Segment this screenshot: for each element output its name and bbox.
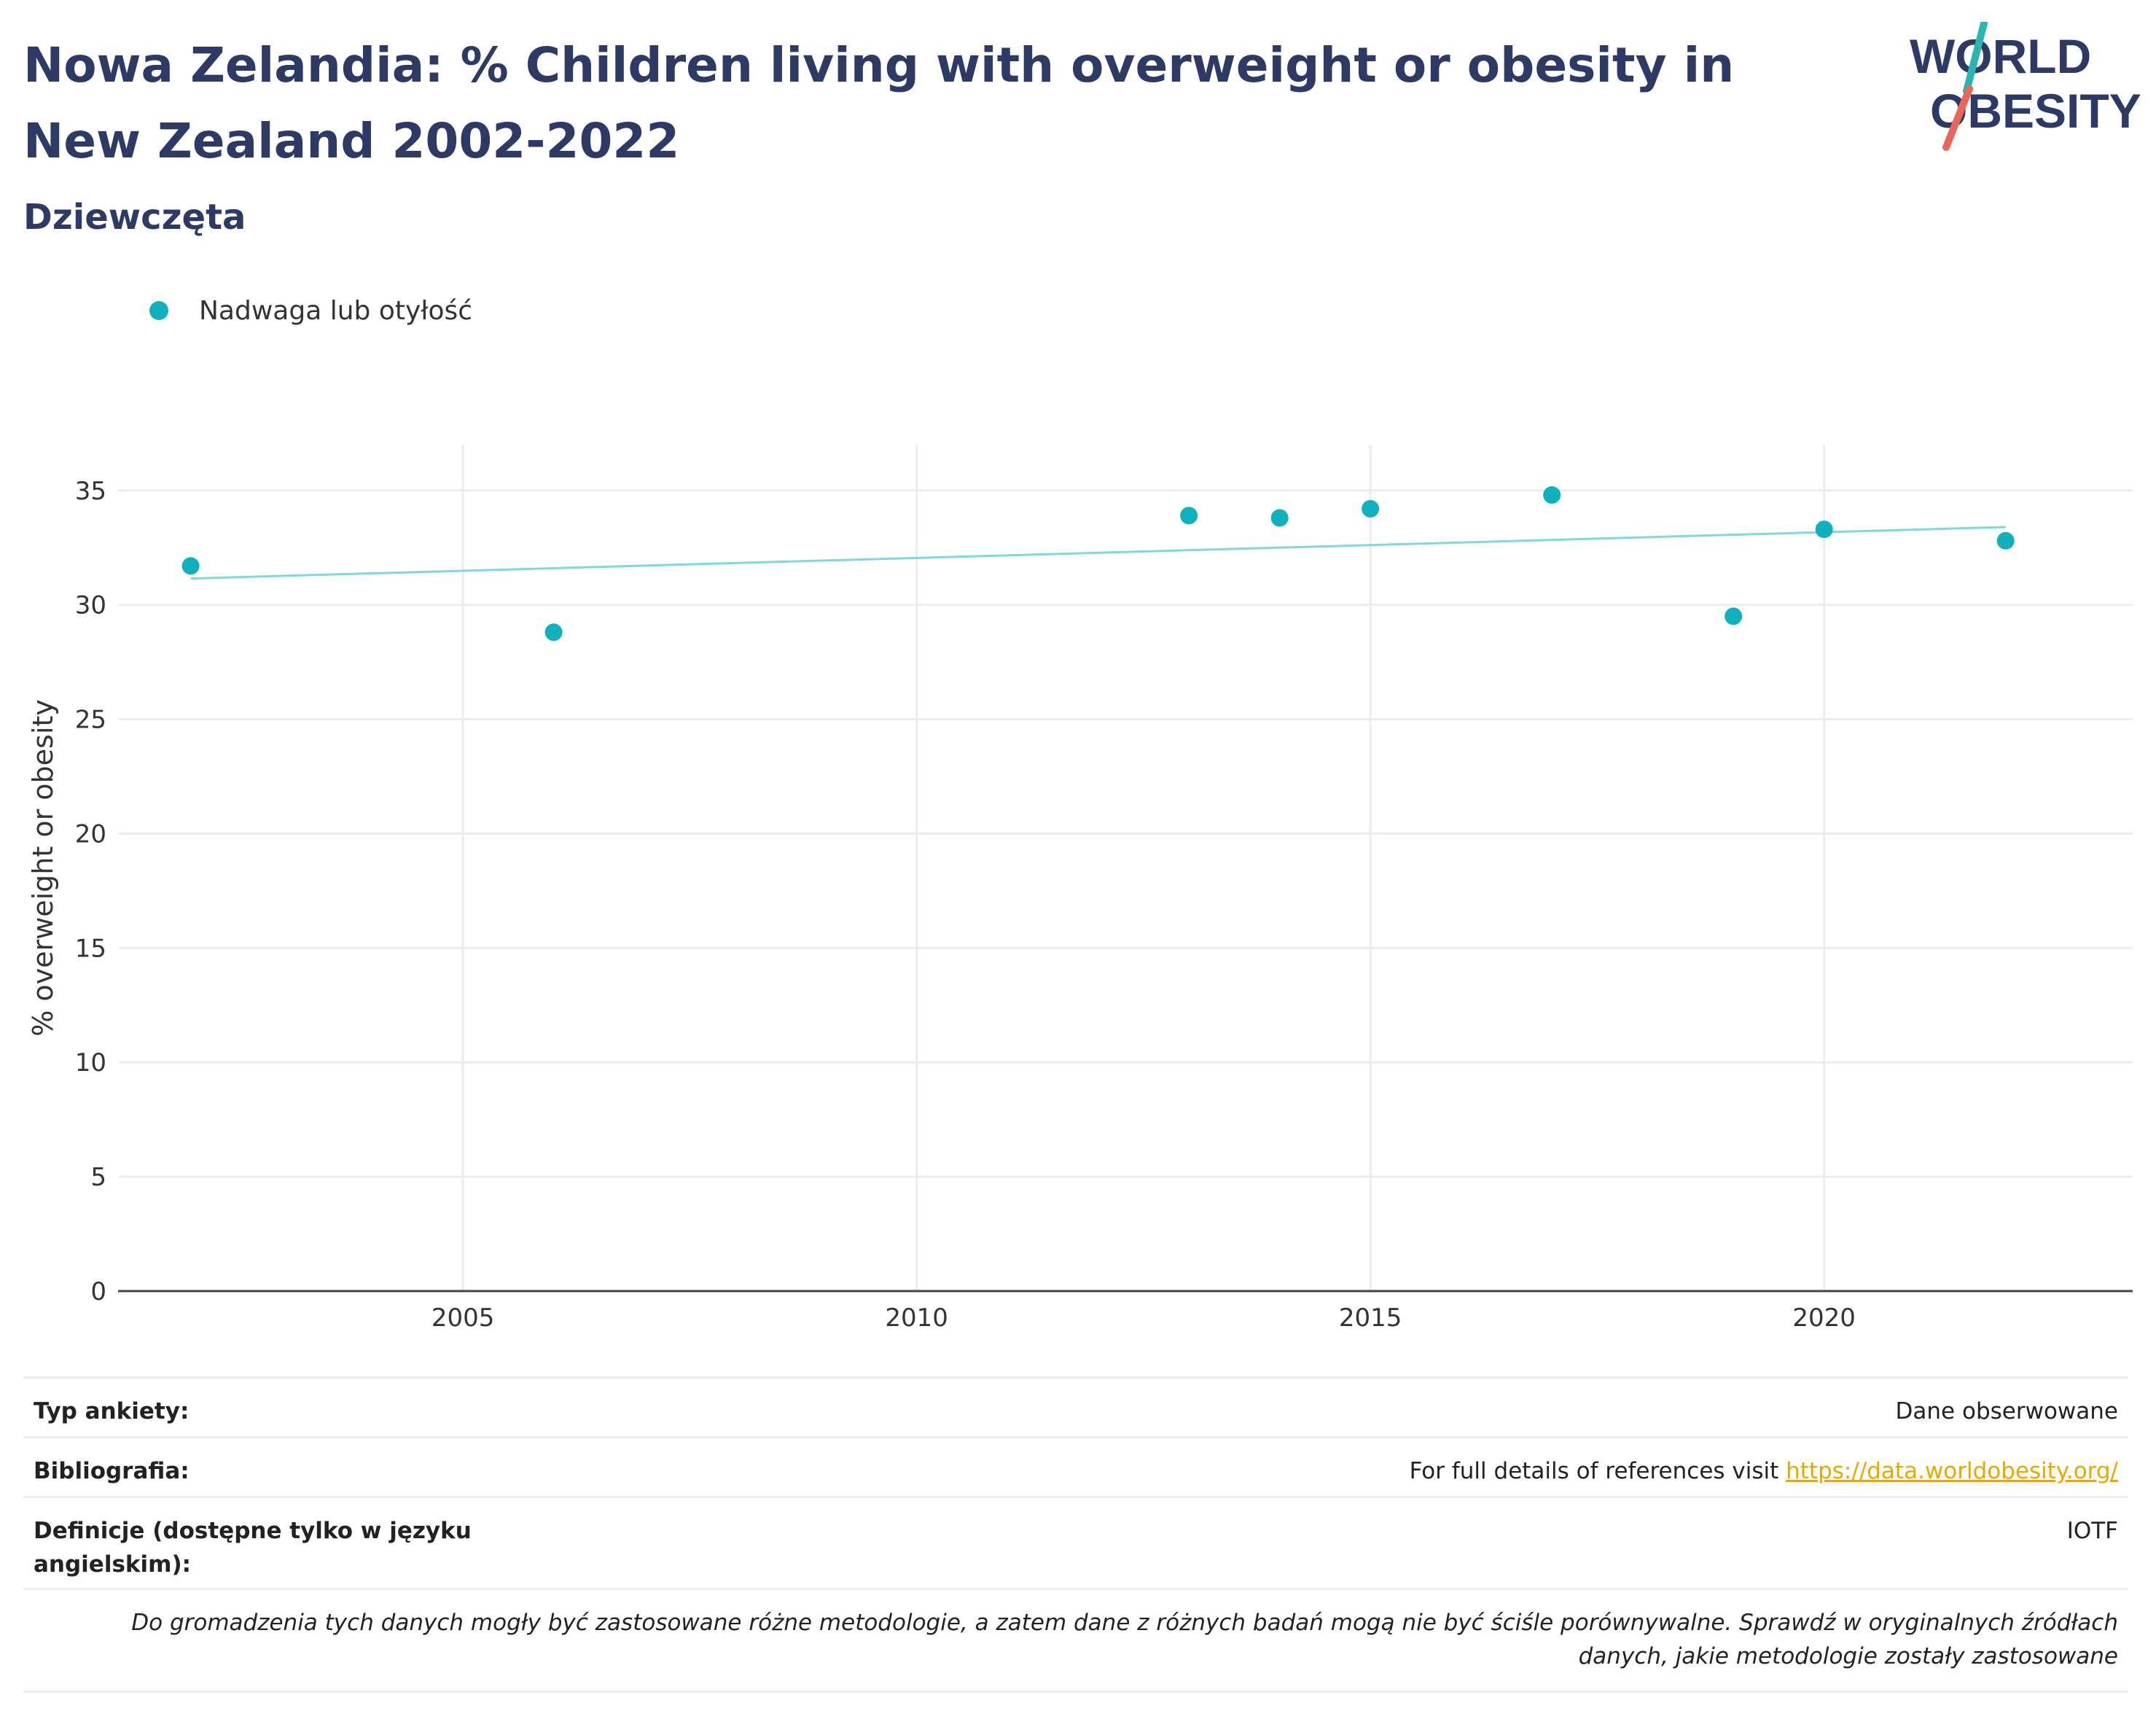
x-tick-label: 2015 [1339,1303,1402,1333]
chart-subtitle: Dziewczęta [23,197,246,238]
bibliography-label: Bibliografia: [34,1458,190,1484]
x-tick-label: 2005 [431,1303,495,1333]
y-tick-label: 5 [90,1163,106,1192]
data-point [544,623,563,642]
data-point [1996,531,2015,550]
x-tick-label: 2010 [885,1303,948,1333]
methodology-note-line1: Do gromadzenia tych danych mogły być zas… [131,1610,2118,1636]
definitions-value: IOTF [2066,1518,2118,1544]
survey-type-value: Dane obserwowane [1895,1398,2118,1424]
data-point [1270,509,1289,527]
info-row-definitions: Definicje (dostępne tylko w języku angie… [23,1496,2128,1588]
data-point [181,557,200,575]
chart-legend[interactable]: Nadwaga lub otyłość [149,290,472,331]
scatter-chart: 0 5 10 15 20 25 30 35 2005 2010 2015 2020 % overweig… [27,445,2133,1333]
data-point [1543,486,1561,504]
bibliography-text: For full details of references visit [1409,1458,1786,1484]
definitions-label: Definicje (dostępne tylko w języku angie… [34,1518,472,1578]
y-tick-label: 35 [75,477,106,506]
logo-slash-red [1942,85,1973,151]
info-table: Typ ankiety: Dane obserwowane Bibliograf… [23,1376,2128,1693]
trend-layer [190,526,2006,580]
y-tick-label: 25 [75,706,106,735]
data-point [1180,507,1198,525]
logo-slash-teal [1963,22,1988,95]
y-tick-label: 0 [90,1277,106,1306]
data-point [1725,607,1743,625]
axis-layer: 0 5 10 15 20 25 30 35 2005 2010 2015 2020 % overweig… [27,477,2133,1333]
grid-layer [118,445,2133,1291]
y-tick-label: 10 [75,1048,106,1077]
y-tick-label: 20 [75,819,106,849]
legend-label: Nadwaga lub otyłość [199,295,473,326]
trend-line [190,526,2006,580]
page-title: Nowa Zelandia: % Children living with ov… [23,37,1735,169]
x-tick-label: 2020 [1792,1303,1856,1333]
data-point [1362,499,1380,518]
y-tick-label: 30 [75,591,106,620]
y-tick-label: 15 [75,934,106,963]
bibliography-link[interactable]: https://data.worldobesity.org/ [1786,1458,2118,1484]
points-layer [181,486,2015,642]
world-obesity-logo: WORLD OBESITY [1910,22,2141,151]
info-row-survey-type: Typ ankiety: Dane obserwowane [23,1376,2128,1436]
data-point [1815,521,1833,539]
bibliography-value: For full details of references visit htt… [1410,1454,2118,1488]
legend-marker [149,301,168,320]
survey-type-label: Typ ankiety: [34,1398,190,1424]
info-row-bibliography: Bibliografia: For full details of refere… [23,1436,2128,1496]
y-axis-title: % overweight or obesity [27,699,59,1037]
logo-text-world: WORLD [1910,29,2091,83]
methodology-note-line2: danych, jakie metodologie zostały zastos… [1578,1643,2118,1669]
methodology-note: Do gromadzenia tych danych mogły być zas… [23,1588,2128,1693]
